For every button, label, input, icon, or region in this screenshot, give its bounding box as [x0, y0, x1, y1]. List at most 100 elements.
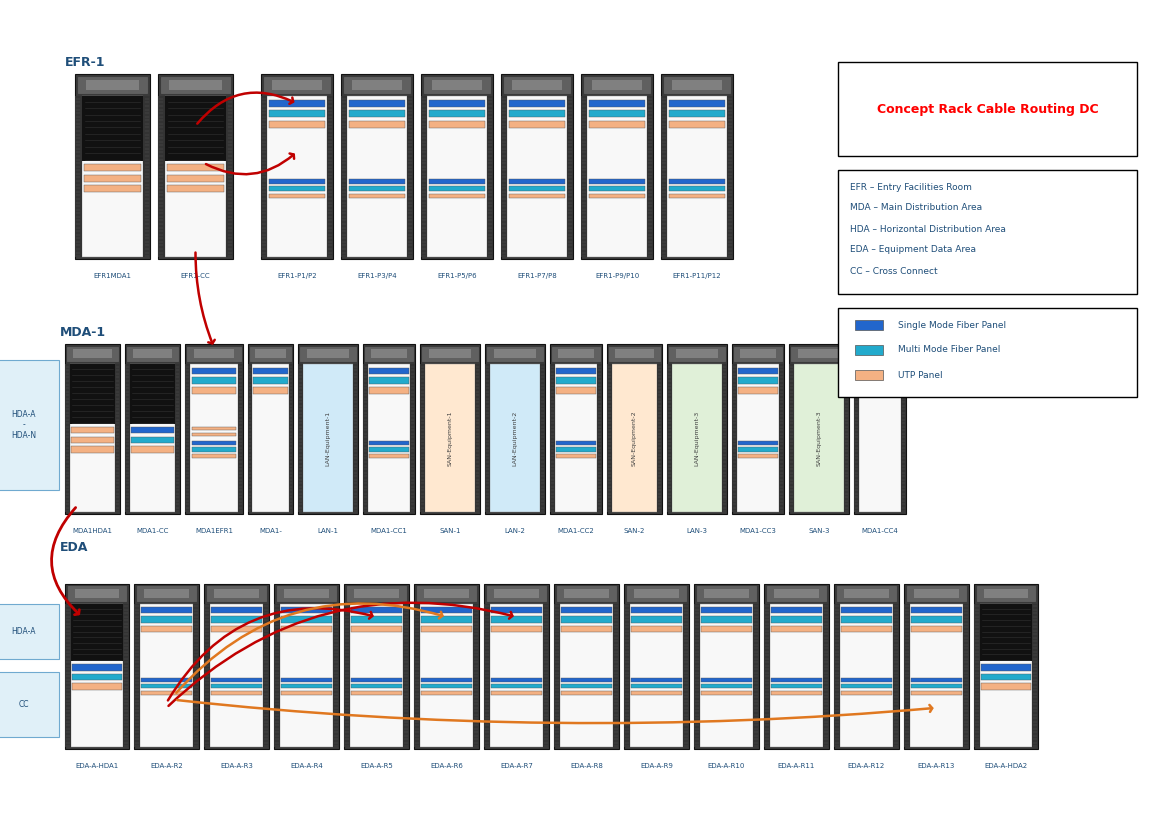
- Bar: [347, 96, 406, 257]
- Text: EFR – Entry Facilities Room: EFR – Entry Facilities Room: [850, 182, 972, 191]
- Bar: [87, 80, 139, 90]
- Bar: [417, 586, 477, 601]
- Bar: [561, 607, 612, 613]
- Bar: [980, 604, 1032, 661]
- Bar: [484, 584, 550, 749]
- Bar: [841, 678, 892, 682]
- Text: SAN-1: SAN-1: [440, 528, 460, 534]
- Bar: [912, 626, 961, 632]
- Bar: [270, 186, 325, 191]
- Bar: [624, 584, 690, 749]
- Bar: [753, 604, 759, 747]
- Bar: [669, 186, 724, 191]
- Bar: [67, 586, 126, 601]
- Bar: [214, 589, 259, 598]
- Bar: [539, 365, 545, 512]
- Bar: [701, 607, 752, 613]
- Bar: [485, 344, 545, 514]
- Bar: [192, 447, 236, 452]
- Bar: [414, 604, 420, 747]
- Bar: [581, 96, 588, 257]
- Text: EFR1MDA1: EFR1MDA1: [94, 273, 132, 279]
- Bar: [823, 604, 830, 747]
- Bar: [175, 365, 180, 512]
- Bar: [209, 604, 263, 747]
- Bar: [115, 365, 120, 512]
- Bar: [632, 685, 681, 689]
- Bar: [429, 349, 471, 358]
- Bar: [669, 194, 724, 199]
- Bar: [429, 111, 485, 117]
- Bar: [974, 584, 1038, 749]
- Bar: [75, 74, 150, 259]
- Text: EDA-A-HDA2: EDA-A-HDA2: [985, 763, 1027, 769]
- Bar: [281, 616, 332, 623]
- Bar: [511, 80, 562, 90]
- Bar: [914, 589, 959, 598]
- Text: EFR1-P7/P8: EFR1-P7/P8: [517, 273, 557, 279]
- Bar: [607, 344, 662, 514]
- Bar: [353, 365, 358, 512]
- Bar: [130, 365, 175, 512]
- Text: EFR1-P9/P10: EFR1-P9/P10: [595, 273, 639, 279]
- Bar: [554, 604, 560, 747]
- Bar: [131, 436, 174, 443]
- Bar: [192, 427, 236, 430]
- Bar: [983, 589, 1029, 598]
- Bar: [252, 365, 289, 512]
- Bar: [426, 365, 474, 512]
- Bar: [277, 586, 337, 601]
- Text: EDA-A-R8: EDA-A-R8: [570, 763, 603, 769]
- Bar: [82, 96, 143, 257]
- Text: EDA-A-R11: EDA-A-R11: [778, 763, 816, 769]
- Bar: [71, 604, 124, 661]
- Bar: [764, 604, 769, 747]
- Bar: [589, 186, 644, 191]
- Text: HDA-A
-
HDA-N: HDA-A - HDA-N: [12, 410, 37, 440]
- Bar: [341, 96, 347, 257]
- Bar: [668, 96, 727, 257]
- Bar: [204, 584, 268, 749]
- Bar: [489, 604, 543, 747]
- Bar: [589, 111, 644, 117]
- Text: HDA-A: HDA-A: [12, 628, 36, 637]
- Bar: [159, 96, 164, 257]
- Bar: [363, 365, 368, 512]
- Text: LAN-Equipment-1: LAN-Equipment-1: [325, 411, 331, 466]
- Bar: [73, 683, 121, 689]
- Bar: [421, 96, 427, 257]
- Bar: [263, 604, 268, 747]
- Bar: [253, 387, 288, 394]
- Bar: [856, 347, 904, 361]
- Bar: [589, 194, 644, 199]
- Bar: [494, 589, 539, 598]
- Bar: [420, 604, 473, 747]
- Bar: [738, 447, 778, 452]
- Bar: [212, 678, 261, 682]
- Bar: [289, 365, 293, 512]
- Bar: [423, 589, 470, 598]
- Bar: [557, 454, 596, 458]
- Bar: [772, 616, 821, 623]
- Bar: [607, 365, 612, 512]
- Bar: [907, 586, 966, 601]
- Bar: [227, 96, 233, 257]
- Bar: [421, 616, 472, 623]
- Bar: [204, 604, 209, 747]
- Bar: [303, 365, 353, 512]
- Bar: [557, 368, 596, 374]
- Bar: [82, 96, 143, 160]
- Bar: [843, 589, 890, 598]
- Bar: [432, 80, 482, 90]
- Bar: [561, 685, 612, 689]
- Bar: [429, 121, 485, 128]
- Bar: [589, 179, 644, 184]
- Bar: [326, 96, 333, 257]
- Bar: [141, 678, 192, 682]
- Bar: [248, 365, 252, 512]
- Bar: [613, 604, 619, 747]
- Bar: [738, 454, 778, 458]
- Bar: [974, 604, 980, 747]
- Bar: [669, 100, 724, 107]
- Bar: [187, 347, 241, 361]
